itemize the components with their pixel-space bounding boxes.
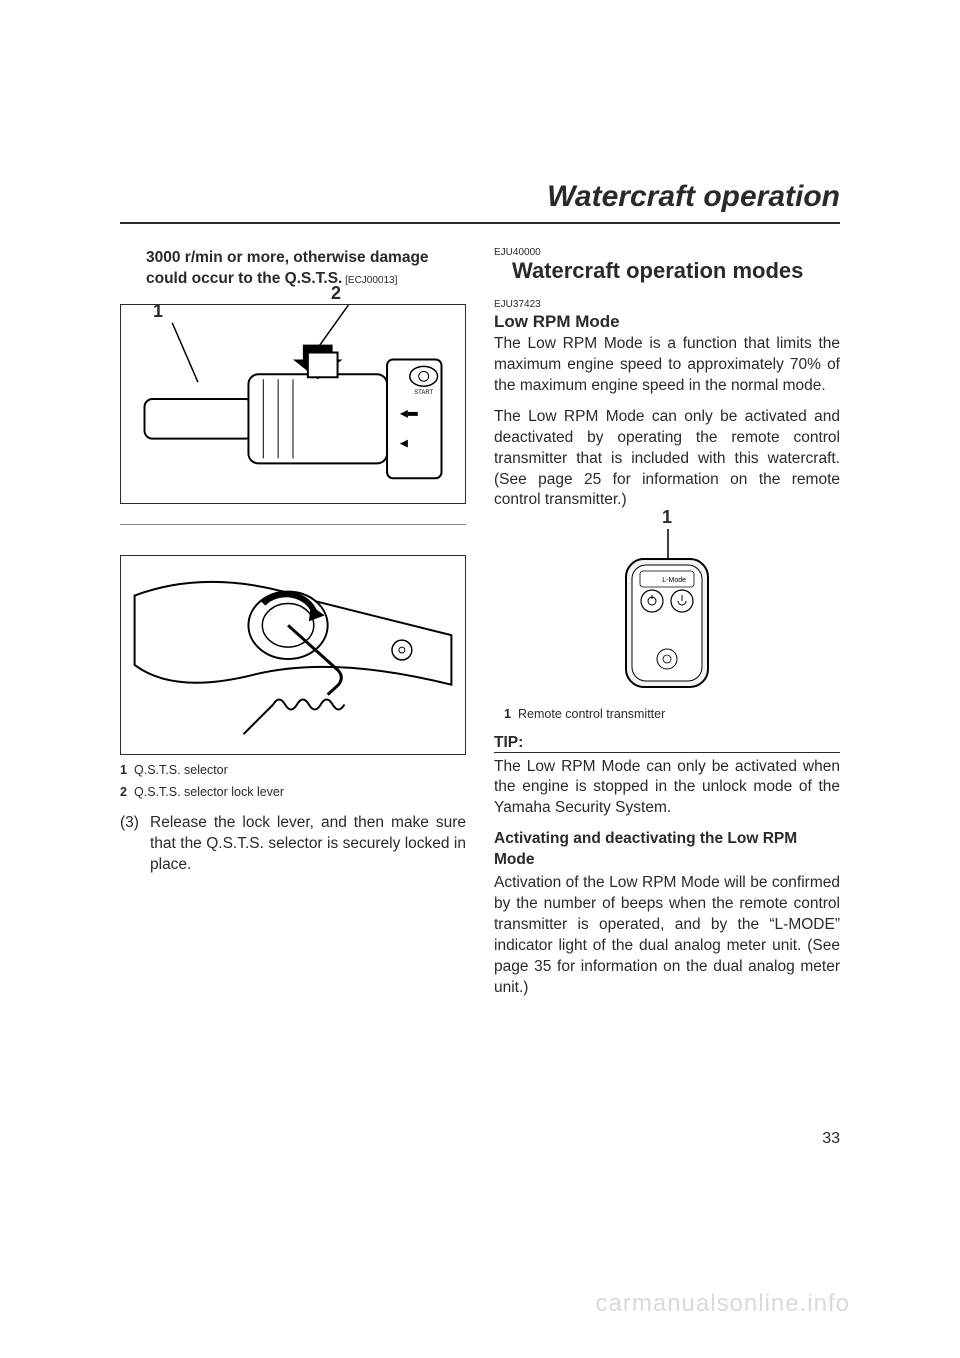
- left-column: 3000 r/min or more, otherwise damage cou…: [120, 248, 466, 1009]
- figure-caption-1: 1Q.S.T.S. selector: [120, 761, 466, 779]
- page-number: 33: [822, 1130, 840, 1148]
- paragraph-2: The Low RPM Mode can only be activated a…: [494, 407, 840, 512]
- figure-remote: 1 L-Mode: [582, 529, 752, 699]
- warning-ref: [ECJ00013]: [342, 275, 397, 286]
- figure-lock-lever: [120, 555, 466, 755]
- start-label: START: [414, 390, 433, 396]
- subheading-activating: Activating and deactivating the Low RPM …: [494, 829, 840, 871]
- figure1-callout-1: 1: [153, 301, 163, 322]
- tip-label: TIP:: [494, 734, 840, 753]
- page-header: Watercraft operation: [120, 180, 840, 224]
- section-code-1: EJU40000: [494, 248, 840, 258]
- subsection-heading: Low RPM Mode: [494, 312, 840, 332]
- watermark: carmanualsonline.info: [596, 1290, 850, 1318]
- section-heading: Watercraft operation modes: [494, 258, 840, 284]
- right-column: EJU40000 Watercraft operation modes EJU3…: [494, 248, 840, 1009]
- lmode-label: L-Mode: [662, 577, 686, 584]
- warning-line2a: could occur to the Q.S.T.S.: [146, 270, 342, 287]
- figure-qsts-selector: 1 2: [120, 304, 466, 504]
- figure-divider: [120, 524, 466, 525]
- paragraph-1: The Low RPM Mode is a function that limi…: [494, 334, 840, 397]
- figure3-caption: 1Remote control transmitter: [504, 705, 840, 723]
- tip-paragraph: The Low RPM Mode can only be activated w…: [494, 757, 840, 820]
- figure1-callout-2: 2: [331, 283, 341, 304]
- figure3-callout-1: 1: [662, 507, 672, 528]
- section-code-2: EJU37423: [494, 300, 840, 310]
- figure-caption-2: 2Q.S.T.S. selector lock lever: [120, 783, 466, 801]
- step-3: (3) Release the lock lever, and then mak…: [120, 813, 466, 876]
- paragraph-3: Activation of the Low RPM Mode will be c…: [494, 873, 840, 999]
- warning-line1: 3000 r/min or more, otherwise damage: [146, 249, 429, 266]
